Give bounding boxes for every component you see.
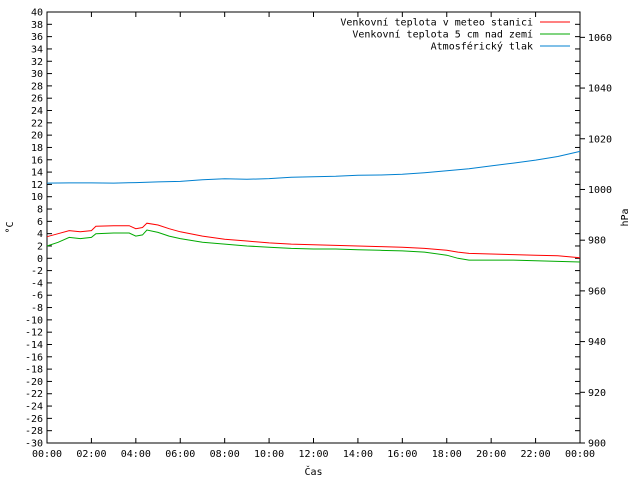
y-tick-label: 0 — [37, 254, 43, 265]
x-tick-label: 16:00 — [387, 449, 417, 460]
legend: Venkovní teplota v meteo staniciVenkovní… — [340, 17, 570, 53]
y-tick-label: 2 — [37, 241, 43, 252]
y-tick-label: 16 — [31, 155, 43, 166]
y-tick-label: 22 — [31, 118, 43, 129]
y2-axis-label: hPa — [620, 208, 631, 226]
y-tick-label: -14 — [25, 340, 43, 351]
x-tick-label: 04:00 — [121, 449, 151, 460]
y-tick-label: 12 — [31, 180, 43, 191]
x-tick-label: 12:00 — [298, 449, 328, 460]
y-tick-label: -10 — [25, 315, 43, 326]
y-tick-label: 4 — [37, 229, 43, 240]
series-line-3 — [46, 150, 581, 184]
y-tick-label: -2 — [31, 266, 43, 277]
x-tick-label: 20:00 — [476, 449, 506, 460]
x-tick-label: 22:00 — [521, 449, 551, 460]
y-tick-label: 40 — [31, 8, 43, 19]
y-tick-label: -26 — [25, 414, 43, 425]
y-tick-label: 30 — [31, 69, 43, 80]
y-axis-ticks: -30-28-26-24-22-20-18-16-14-12-10-8-6-4-… — [25, 8, 580, 450]
y-tick-label: 38 — [31, 20, 43, 31]
y-tick-label: 10 — [31, 192, 43, 203]
y-tick-label: 26 — [31, 94, 43, 105]
x-tick-label: 14:00 — [343, 449, 373, 460]
y-tick-label: -12 — [25, 328, 43, 339]
y-tick-label: -22 — [25, 389, 43, 400]
series-line-1 — [46, 222, 581, 259]
y2-tick-label: 1060 — [588, 33, 612, 44]
x-tick-label: 10:00 — [254, 449, 284, 460]
y-tick-label: 14 — [31, 168, 43, 179]
y-tick-label: 32 — [31, 57, 43, 68]
y2-tick-label: 900 — [588, 439, 606, 450]
y2-tick-label: 1020 — [588, 134, 612, 145]
y-tick-label: 6 — [37, 217, 43, 228]
y-tick-label: -18 — [25, 365, 43, 376]
series-line-2 — [46, 229, 581, 263]
y2-axis-ticks: 900 920 940 960 980 1000 1020 1040 1060 — [580, 33, 612, 450]
x-tick-label: 06:00 — [165, 449, 195, 460]
plot-frame — [46, 11, 581, 444]
y2-tick-label: 980 — [588, 236, 606, 247]
y2-tick-label: 960 — [588, 286, 606, 297]
y-tick-label: 18 — [31, 143, 43, 154]
y-tick-label: -20 — [25, 377, 43, 388]
x-tick-label: 00:00 — [565, 449, 595, 460]
y-tick-label: 36 — [31, 32, 43, 43]
y-tick-label: -24 — [25, 402, 43, 413]
y-axis-label: °C — [5, 221, 16, 233]
y-tick-label: 8 — [37, 205, 43, 216]
y-tick-label: -28 — [25, 426, 43, 437]
x-tick-label: 00:00 — [32, 449, 62, 460]
series-lines — [46, 150, 581, 263]
legend-label-2: Venkovní teplota 5 cm nad zemí — [352, 29, 533, 41]
y-tick-label: 20 — [31, 131, 43, 142]
y-tick-label: -4 — [31, 278, 43, 289]
y-tick-label: 28 — [31, 81, 43, 92]
y2-tick-label: 940 — [588, 337, 606, 348]
x-tick-label: 02:00 — [76, 449, 106, 460]
y2-tick-label: 1040 — [588, 84, 612, 95]
y-tick-label: -6 — [31, 291, 43, 302]
y-tick-label: -30 — [25, 439, 43, 450]
x-axis-ticks: 00:00 02:00 04:00 06:00 08:00 10:00 12:00 14:00… — [32, 12, 595, 460]
x-tick-label: 08:00 — [210, 449, 240, 460]
legend-label-3: Atmosférický tlak — [431, 41, 533, 53]
y-tick-label: 24 — [31, 106, 43, 117]
x-tick-label: 18:00 — [432, 449, 462, 460]
y-tick-label: -16 — [25, 352, 43, 363]
legend-label-1: Venkovní teplota v meteo stanici — [340, 17, 533, 29]
y2-tick-label: 920 — [588, 388, 606, 399]
x-axis-label: Čas — [304, 465, 322, 478]
y2-tick-label: 1000 — [588, 185, 612, 196]
y-tick-label: 34 — [31, 44, 43, 55]
y-tick-label: -8 — [31, 303, 43, 314]
